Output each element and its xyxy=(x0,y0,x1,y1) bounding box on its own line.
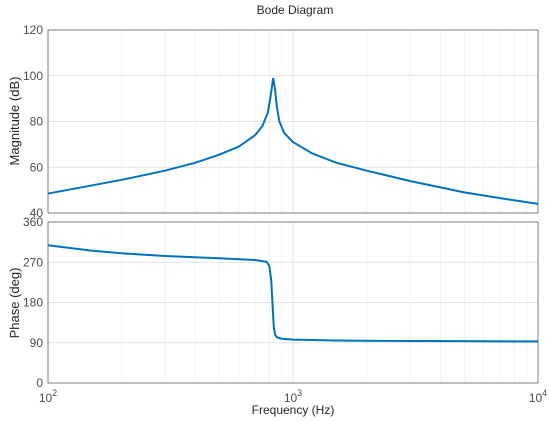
magnitude-y-tick-label: 120 xyxy=(23,23,43,37)
magnitude-y-tick-label: 80 xyxy=(30,115,44,129)
magnitude-series-line xyxy=(47,77,539,205)
magnitude-grid xyxy=(48,30,538,213)
phase-y-tick-label: 360 xyxy=(23,215,43,229)
magnitude-axes-box xyxy=(47,29,539,214)
phase-y-tick-label: 180 xyxy=(23,296,43,310)
frequency-xlabel: Frequency (Hz) xyxy=(252,403,335,417)
magnitude-ylabel: Magnitude (dB) xyxy=(7,77,22,166)
phase-series-line xyxy=(47,244,539,343)
magnitude-y-tick-label: 40 xyxy=(30,206,44,220)
frequency-x-ticks: 102 103 104 xyxy=(39,388,547,405)
chart-title: Bode Diagram xyxy=(257,3,334,17)
phase-ylabel: Phase (deg) xyxy=(7,268,22,339)
phase-y-ticks: 0 90 180 270 360 xyxy=(23,215,43,390)
magnitude-y-ticks: 40 60 80 100 120 xyxy=(23,23,43,220)
phase-axes-box xyxy=(47,221,539,384)
phase-y-tick-label: 90 xyxy=(30,336,44,350)
x-tick-label: 102 xyxy=(39,388,57,405)
phase-y-tick-label: 270 xyxy=(23,255,43,269)
magnitude-y-tick-label: 100 xyxy=(23,69,43,83)
x-tick-label: 103 xyxy=(284,388,302,405)
x-tick-label: 104 xyxy=(529,388,547,405)
phase-y-tick-label: 0 xyxy=(36,376,43,390)
magnitude-y-tick-label: 60 xyxy=(30,160,44,174)
phase-grid xyxy=(48,222,538,383)
